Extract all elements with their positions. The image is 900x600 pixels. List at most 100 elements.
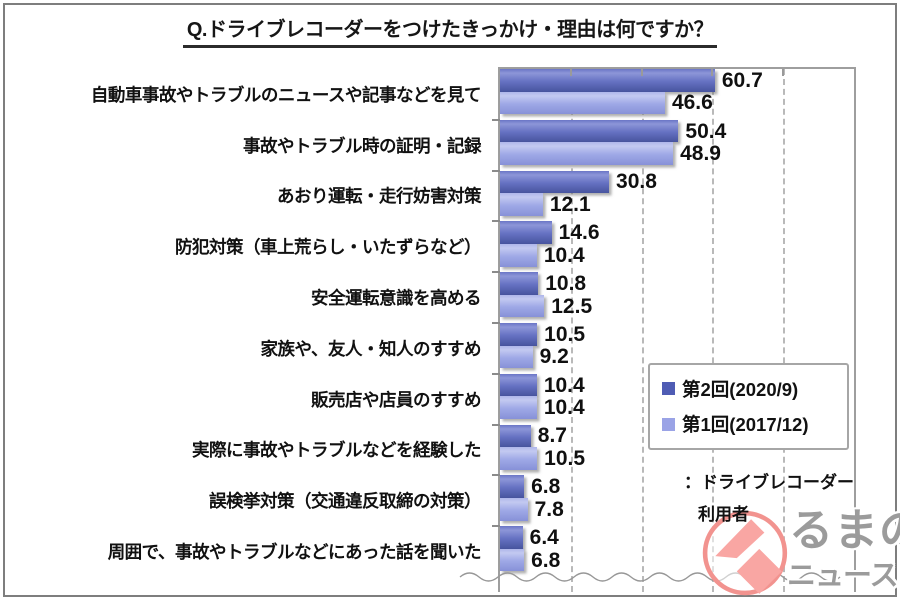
- value-label: 10.8: [545, 271, 587, 295]
- bar-series2017: [500, 497, 528, 521]
- bar-row: 50.4: [500, 119, 854, 143]
- outer-frame: [3, 3, 897, 597]
- legend-note-line1: ：ドライブレコーダー: [684, 473, 854, 492]
- bar-group: 6.8 7.8: [500, 475, 854, 526]
- bars-column: 60.7 46.6 50.4 48.9 30.8 12.1 14.6 10.4 10.8 12.5…: [500, 69, 854, 577]
- value-label: 10.5: [544, 446, 586, 470]
- bar-group: 14.6 10.4: [500, 221, 854, 272]
- bar-series2020: [500, 221, 552, 244]
- value-label: 48.9: [680, 142, 721, 166]
- top-axis-tick: [711, 69, 714, 76]
- logo-text-line1: るまの: [789, 506, 900, 555]
- bar-group: 10.5 9.2: [500, 322, 854, 374]
- value-label: 6.8: [531, 475, 561, 499]
- value-label: 6.8: [531, 548, 561, 572]
- value-label: 14.6: [558, 221, 600, 245]
- legend-item: 第1回(2017/12): [662, 411, 847, 437]
- category-label: あおり運転・走行妨害対策: [277, 186, 482, 207]
- bar-group: 10.8 12.5: [500, 272, 854, 323]
- value-label: 7.8: [534, 497, 564, 521]
- value-label: 30.8: [616, 170, 657, 194]
- value-label: 46.6: [671, 91, 713, 115]
- bar-row: 12.5: [500, 294, 854, 318]
- category-label: 防犯対策（車上荒らし・いたずらなど）: [175, 237, 482, 258]
- bar-series2020: [500, 424, 531, 448]
- category-label: 周囲で、事故やトラブルなどにあった話を聞いた: [107, 542, 482, 563]
- gridline-40: [641, 69, 644, 592]
- bar-row: 12.1: [500, 193, 854, 216]
- gridline-80: [783, 69, 786, 592]
- legend-box: 第2回(2020/9) 第1回(2017/12): [648, 363, 849, 450]
- top-axis-tick: [782, 69, 785, 76]
- value-label: 10.4: [543, 396, 585, 420]
- category-label: 販売店や店員のすすめ: [311, 389, 482, 410]
- bar-series2017: [500, 142, 674, 165]
- bar-row: 10.4: [500, 243, 854, 267]
- value-label: 10.4: [543, 243, 585, 267]
- bar-row: 30.8: [500, 170, 854, 194]
- bar-series2020: [500, 373, 537, 397]
- bar-row: 10.4: [500, 373, 854, 397]
- value-label: 12.5: [551, 294, 593, 318]
- bar-row: 60.7: [500, 69, 854, 92]
- value-label: 60.7: [721, 68, 763, 92]
- bar-group: 10.4 10.4: [500, 373, 854, 425]
- kuruma-logo-icon: [702, 510, 788, 596]
- legend-swatch-icon: [662, 382, 675, 396]
- bar-row: 14.6: [500, 221, 854, 244]
- category-label: 事故やトラブル時の証明・記録: [243, 135, 482, 156]
- category-label: 自動車事故やトラブルのニュースや記事などを見て: [90, 84, 482, 105]
- bar-series2020: [500, 119, 679, 143]
- bar-series2017: [500, 345, 533, 369]
- top-axis-tick: [640, 69, 643, 76]
- left-axis-tick: [492, 271, 500, 274]
- value-label: 9.2: [539, 345, 569, 369]
- bar-series2017: [500, 193, 543, 216]
- category-label: 誤検挙対策（交通違反取締の対策）: [209, 491, 482, 512]
- bar-series2017: [500, 294, 545, 318]
- legend-note: ：ドライブレコーダー 利用者: [684, 468, 854, 525]
- bar-row: 10.5: [500, 447, 854, 470]
- bar-series2020: [500, 322, 538, 346]
- bar-row: 6.8: [500, 548, 854, 572]
- bar-series2020: [500, 526, 523, 549]
- bar-group: 6.4 6.8: [500, 526, 854, 577]
- bar-row: 6.8: [500, 475, 854, 498]
- bar-row: 9.2: [500, 345, 854, 369]
- bar-group: 50.4 48.9: [500, 119, 854, 171]
- top-axis-tick: [569, 69, 572, 76]
- bar-series2017: [500, 548, 525, 572]
- left-axis-tick: [492, 169, 500, 172]
- left-axis-tick: [492, 423, 500, 426]
- value-label: 10.4: [543, 373, 585, 397]
- category-labels-column: 自動車事故やトラブルのニュースや記事などを見て事故やトラブル時の証明・記録あおり…: [8, 69, 490, 577]
- legend-label: 第2回(2020/9): [682, 378, 799, 400]
- left-axis-tick: [492, 372, 500, 375]
- logo-text-line2: ニュース: [787, 560, 899, 592]
- legend-label: 第1回(2017/12): [682, 414, 809, 436]
- bar-series2020: [500, 475, 525, 498]
- bar-row: 7.8: [500, 497, 854, 521]
- legend-item: 第2回(2020/9): [662, 376, 847, 402]
- bar-group: 60.7 46.6: [500, 69, 854, 120]
- value-label: 6.4: [529, 525, 559, 549]
- title-row: Q.ドライブレコーダーをつけたきっかけ・理由は何ですか？: [0, 13, 900, 48]
- chart-title: Q.ドライブレコーダーをつけたきっかけ・理由は何ですか？: [182, 13, 718, 48]
- category-label: 実際に事故やトラブルなどを経験した: [192, 440, 482, 461]
- gridline-60: [712, 69, 715, 592]
- bar-series2017: [500, 396, 537, 419]
- left-axis-tick: [492, 322, 500, 324]
- bar-series2020: [500, 170, 610, 194]
- left-axis-tick: [492, 220, 500, 223]
- left-axis-tick: [492, 525, 500, 528]
- bar-series2020: [500, 69, 715, 92]
- bar-group: 8.7 10.5: [500, 424, 854, 476]
- value-label: 12.1: [549, 192, 591, 216]
- bar-row: 46.6: [500, 91, 854, 115]
- value-label: 8.7: [537, 424, 567, 448]
- bar-row: 6.4: [500, 526, 854, 549]
- value-label: 10.5: [544, 322, 586, 346]
- legend-note-line2: 利用者: [698, 505, 749, 524]
- left-axis-tick: [492, 474, 500, 477]
